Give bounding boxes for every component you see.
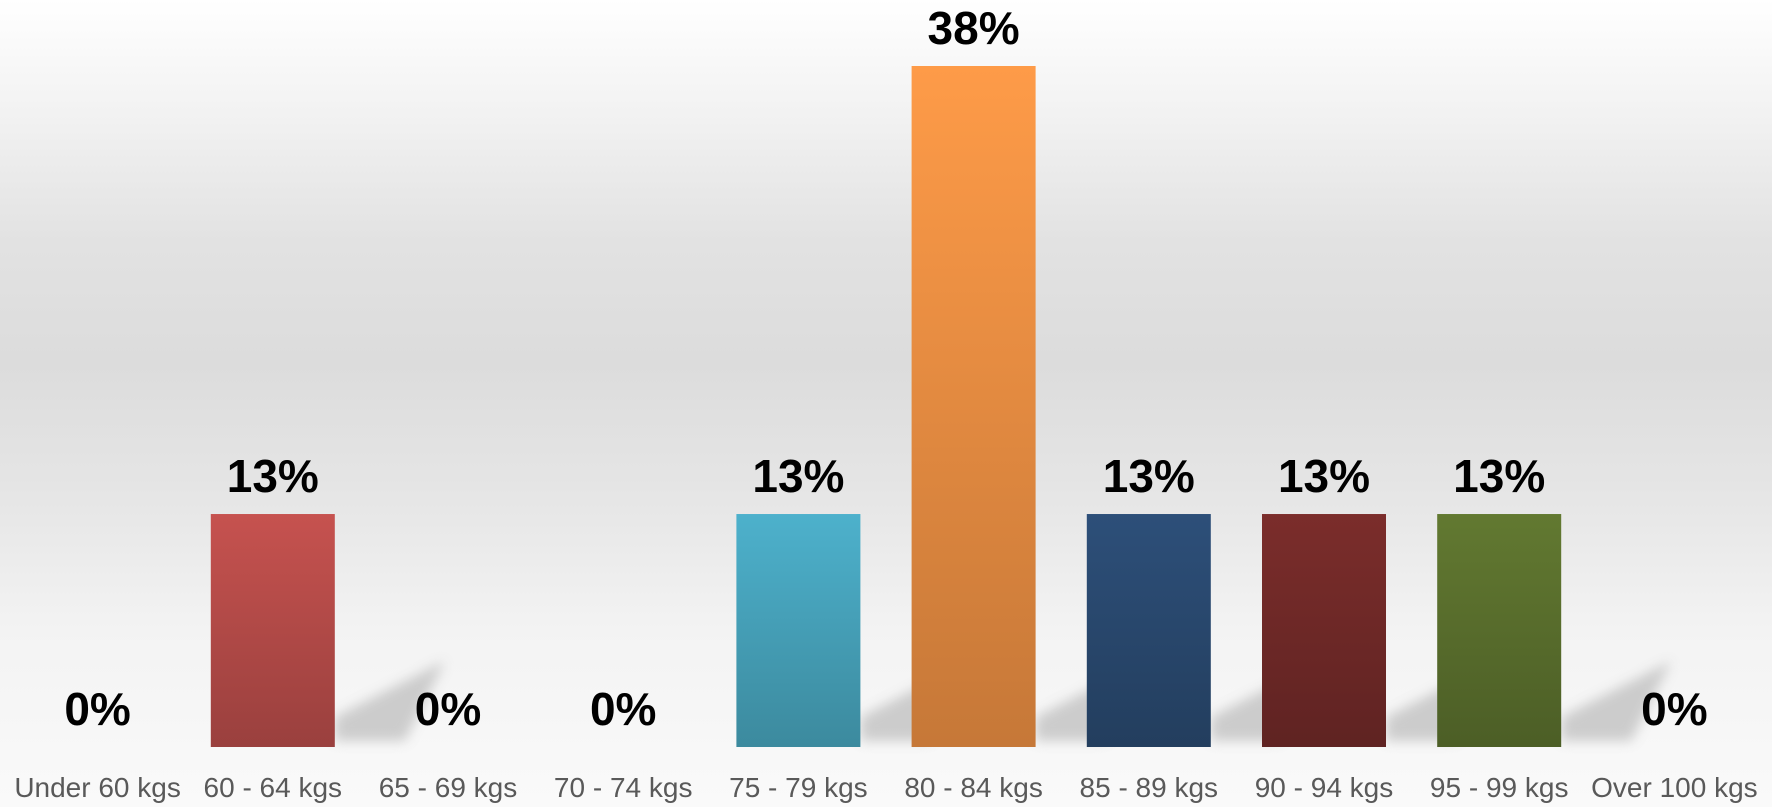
category-label-7: 90 - 94 kgs — [1255, 772, 1394, 803]
bar-shadow — [334, 661, 445, 741]
category-label-9: Over 100 kgs — [1591, 772, 1758, 803]
data-label-7: 13% — [1278, 450, 1370, 502]
bar-5 — [911, 66, 1036, 747]
data-label-1: 13% — [227, 450, 319, 502]
bar-4 — [736, 514, 861, 747]
category-label-6: 85 - 89 kgs — [1080, 772, 1219, 803]
category-label-1: 60 - 64 kgs — [204, 772, 343, 803]
category-label-2: 65 - 69 kgs — [379, 772, 518, 803]
data-label-8: 13% — [1453, 450, 1545, 502]
category-label-8: 95 - 99 kgs — [1430, 772, 1569, 803]
category-label-4: 75 - 79 kgs — [729, 772, 868, 803]
category-label-5: 80 - 84 kgs — [904, 772, 1043, 803]
data-label-4: 13% — [752, 450, 844, 502]
data-label-6: 13% — [1103, 450, 1195, 502]
category-labels-group: Under 60 kgs 60 - 64 kgs 65 - 69 kgs 70 - 7… — [14, 772, 1757, 803]
category-label-0: Under 60 kgs — [14, 772, 181, 803]
bars-group — [210, 66, 1562, 747]
bar-8 — [1437, 514, 1562, 747]
data-label-2: 0% — [415, 683, 481, 735]
bar-1 — [210, 514, 335, 747]
data-labels-group: 0% 13% 0% 0% 13% 38% 13% 13% 13% 0% — [64, 2, 1707, 735]
bar-7 — [1262, 514, 1386, 747]
data-label-3: 0% — [590, 683, 656, 735]
data-label-5: 38% — [928, 2, 1020, 54]
category-label-3: 70 - 74 kgs — [554, 772, 693, 803]
data-label-0: 0% — [64, 683, 130, 735]
data-label-9: 0% — [1641, 683, 1707, 735]
bar-6 — [1086, 514, 1211, 747]
bar-shadow — [1561, 661, 1672, 741]
